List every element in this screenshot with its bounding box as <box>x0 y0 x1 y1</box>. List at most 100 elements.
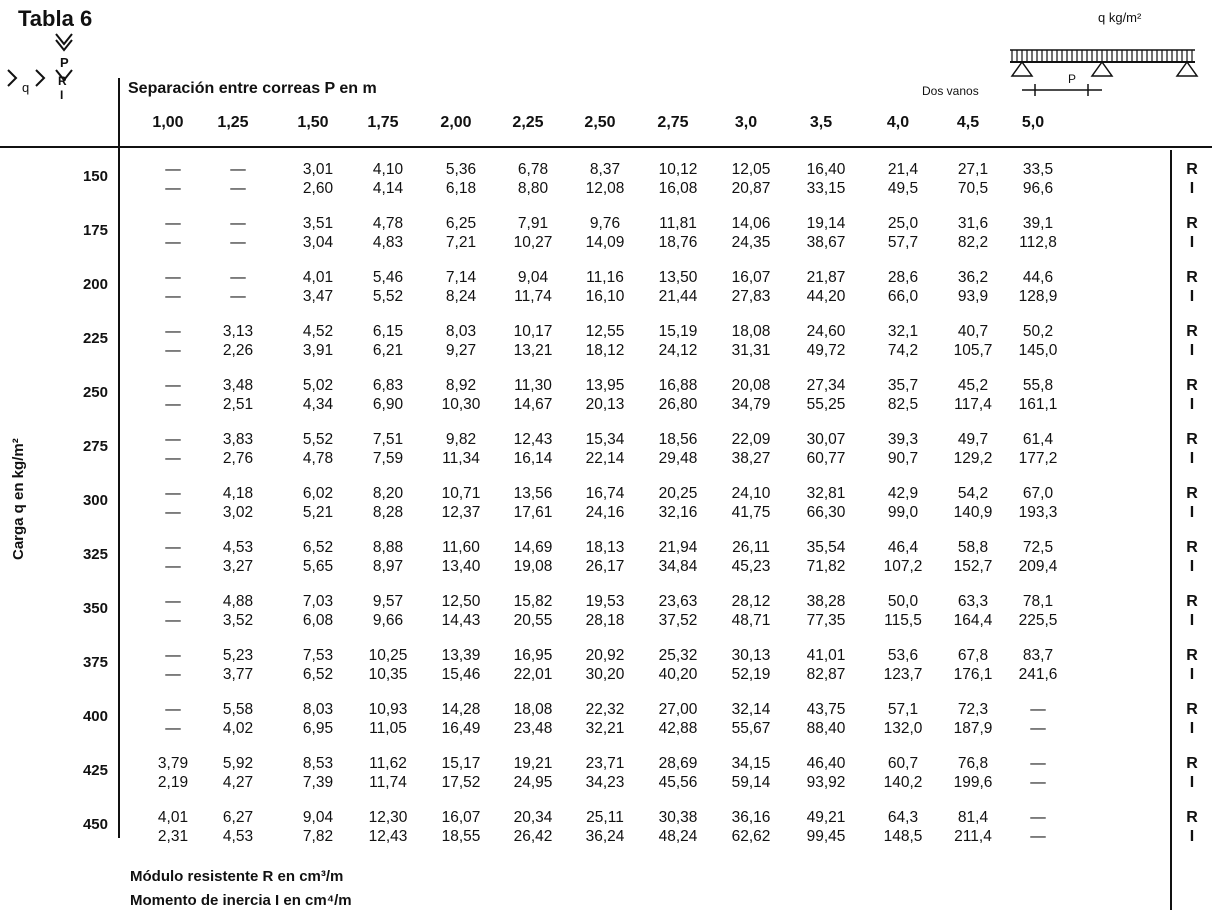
cell-modulus: 18,08 <box>513 701 553 718</box>
row-tag-r: R <box>1186 161 1198 178</box>
cell-inertia: 34,79 <box>731 396 771 413</box>
cell-modulus: 15,19 <box>658 323 698 340</box>
cell-modulus: 32,14 <box>731 701 771 718</box>
cell-modulus: 20,08 <box>731 377 771 394</box>
cell-inertia: 11,34 <box>442 450 480 467</box>
cell-modulus: 11,60 <box>442 539 480 556</box>
row-tag-i: I <box>1189 666 1195 683</box>
cell-inertia: 23,48 <box>513 720 553 737</box>
cell-modulus: 15,34 <box>585 431 625 448</box>
row-load-value: 150 <box>82 168 108 185</box>
cell-modulus: 39,3 <box>887 431 919 448</box>
row-tag-r: R <box>1186 701 1198 718</box>
cell-inertia: 193,3 <box>1018 504 1058 521</box>
column-header: 3,0 <box>734 114 758 131</box>
cell-modulus: 3,79 <box>157 755 189 772</box>
cell-modulus: 14,69 <box>513 539 553 556</box>
corner-p: P <box>60 55 69 70</box>
cell-inertia: 4,78 <box>302 450 334 467</box>
cell-inertia: 18,55 <box>441 828 481 845</box>
cell-inertia: 3,02 <box>222 504 254 521</box>
cell-modulus: 7,14 <box>445 269 477 286</box>
cell-inertia: 13,40 <box>441 558 481 575</box>
cell-modulus: 12,30 <box>368 809 408 826</box>
cell-inertia: — <box>230 288 246 305</box>
cell-modulus: 45,2 <box>957 377 989 394</box>
column-header: 1,50 <box>297 114 329 131</box>
cell-inertia: 62,62 <box>731 828 771 845</box>
cell-modulus: — <box>165 647 181 664</box>
cell-modulus: 25,11 <box>586 809 624 826</box>
cell-modulus: 8,37 <box>589 161 621 178</box>
cell-modulus: 36,2 <box>957 269 989 286</box>
cell-inertia: 48,71 <box>731 612 771 629</box>
cell-inertia: 115,5 <box>884 612 922 629</box>
cell-inertia: 41,75 <box>731 504 771 521</box>
header-label: Separación entre correas P en m <box>128 80 377 97</box>
cell-inertia: 5,52 <box>372 288 404 305</box>
cell-inertia: 177,2 <box>1018 450 1058 467</box>
cell-inertia: 27,83 <box>731 288 771 305</box>
cell-modulus: — <box>1030 809 1046 826</box>
cell-modulus: 7,03 <box>302 593 334 610</box>
cell-modulus: 72,5 <box>1022 539 1054 556</box>
cell-inertia: 4,53 <box>222 828 254 845</box>
cell-modulus: 40,7 <box>957 323 989 340</box>
cell-inertia: 14,43 <box>441 612 481 629</box>
cell-modulus: 27,1 <box>957 161 989 178</box>
cell-modulus: 3,13 <box>222 323 254 340</box>
row-load-value: 375 <box>82 654 108 671</box>
table-title: Tabla 6 <box>18 6 93 31</box>
row-tag-r: R <box>1186 215 1198 232</box>
cell-modulus: 8,53 <box>302 755 334 772</box>
cell-modulus: — <box>165 377 181 394</box>
cell-inertia: 225,5 <box>1018 612 1058 629</box>
cell-inertia: 31,31 <box>731 342 771 359</box>
cell-modulus: 43,75 <box>806 701 846 718</box>
cell-inertia: 9,27 <box>445 342 477 359</box>
cell-inertia: 29,48 <box>658 450 698 467</box>
row-tag-i: I <box>1189 774 1195 791</box>
column-header: 1,00 <box>152 114 184 131</box>
row-tag-i: I <box>1189 288 1195 305</box>
cell-modulus: 16,40 <box>806 161 846 178</box>
cell-modulus: 24,10 <box>731 485 771 502</box>
cell-inertia: 59,14 <box>731 774 771 791</box>
cell-modulus: 9,57 <box>372 593 404 610</box>
cell-modulus: 57,1 <box>887 701 919 718</box>
row-tag-r: R <box>1186 269 1198 286</box>
cell-modulus: 30,07 <box>806 431 846 448</box>
cell-modulus: 28,12 <box>731 593 771 610</box>
cell-inertia: — <box>230 180 246 197</box>
cell-modulus: — <box>165 485 181 502</box>
cell-inertia: 26,17 <box>585 558 625 575</box>
column-header: 3,5 <box>809 114 833 131</box>
cell-inertia: 9,66 <box>372 612 404 629</box>
row-tag-r: R <box>1186 485 1198 502</box>
cell-inertia: — <box>1030 720 1046 737</box>
row-tag-i: I <box>1189 342 1195 359</box>
cell-inertia: 15,46 <box>441 666 481 683</box>
cell-modulus: 20,92 <box>585 647 625 664</box>
cell-modulus: 4,78 <box>372 215 404 232</box>
cell-inertia: 17,52 <box>441 774 481 791</box>
cell-inertia: 32,21 <box>585 720 625 737</box>
cell-inertia: 13,21 <box>513 342 553 359</box>
cell-modulus: 3,51 <box>302 215 334 232</box>
cell-inertia: 161,1 <box>1018 396 1058 413</box>
cell-modulus: 32,1 <box>887 323 919 340</box>
cell-modulus: — <box>165 701 181 718</box>
cell-inertia: 7,21 <box>445 234 477 251</box>
cell-inertia: 93,9 <box>957 288 989 305</box>
cell-inertia: — <box>165 720 181 737</box>
cell-inertia: 38,67 <box>806 234 846 251</box>
cell-modulus: 16,07 <box>731 269 771 286</box>
cell-modulus: 78,1 <box>1022 593 1054 610</box>
cell-modulus: 54,2 <box>957 485 989 502</box>
cell-inertia: 49,72 <box>806 342 846 359</box>
header-right-note: Dos vanos <box>922 84 979 98</box>
row-load-value: 200 <box>82 276 108 293</box>
cell-modulus: — <box>1030 701 1046 718</box>
load-label: q kg/m² <box>1098 10 1142 25</box>
cell-modulus: 21,4 <box>887 161 919 178</box>
